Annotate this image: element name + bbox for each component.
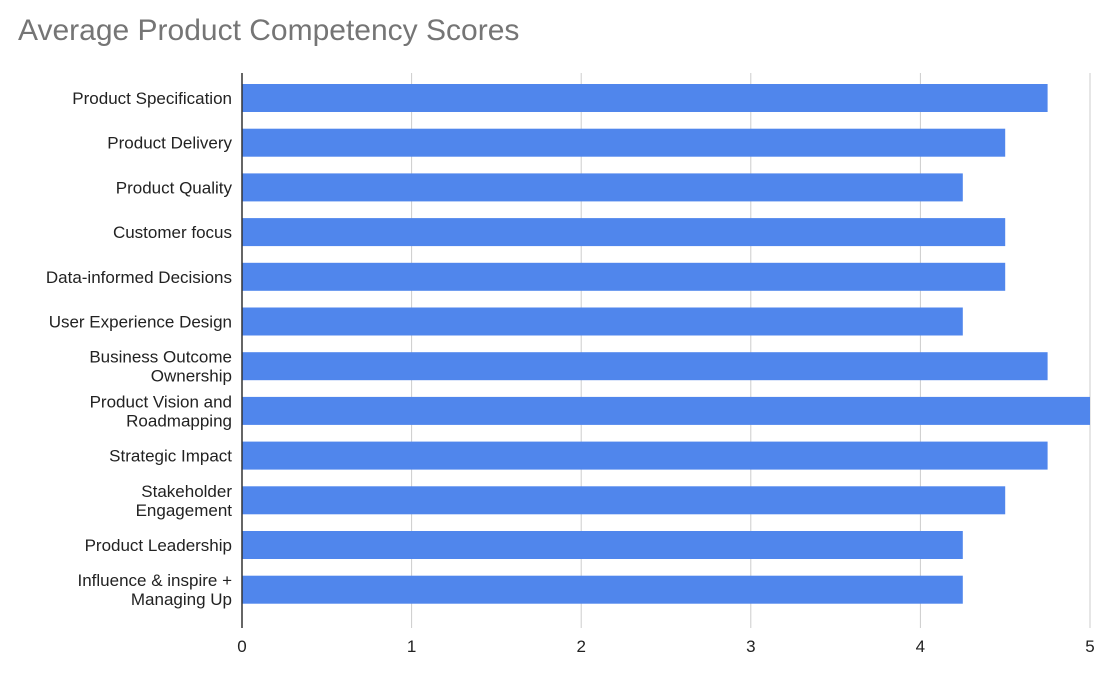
category-label: Strategic Impact	[109, 447, 232, 466]
x-tick-label: 3	[746, 637, 755, 656]
bar	[242, 352, 1048, 381]
bar	[242, 486, 1006, 515]
x-tick-label: 1	[407, 637, 416, 656]
category-label: Product Quality	[116, 178, 233, 197]
bar	[242, 173, 963, 202]
x-tick-label: 0	[237, 637, 246, 656]
bar-group	[242, 84, 1090, 604]
category-label: Product Delivery	[107, 134, 232, 153]
category-label: Influence & inspire +	[77, 571, 232, 590]
bar	[242, 531, 963, 559]
category-label: User Experience Design	[49, 313, 232, 332]
category-label: Stakeholder	[141, 482, 232, 501]
category-label: Engagement	[136, 501, 233, 520]
bar	[242, 307, 963, 336]
category-label: Product Specification	[72, 89, 232, 108]
bar	[242, 128, 1006, 157]
bar	[242, 84, 1048, 112]
category-label: Product Leadership	[85, 536, 232, 555]
chart-title: Average Product Competency Scores	[18, 14, 520, 47]
category-label: Ownership	[151, 367, 232, 386]
tick-labels: 0 1 2 3 4 5	[237, 637, 1094, 656]
bar	[242, 575, 963, 604]
category-label: Customer focus	[113, 223, 232, 242]
x-tick-label: 2	[576, 637, 585, 656]
bar	[242, 441, 1048, 470]
bar	[242, 262, 1006, 291]
category-label: Roadmapping	[126, 411, 232, 430]
category-label: Product Vision and	[90, 392, 232, 411]
category-labels: Product Specification Product Delivery Pro…	[46, 89, 233, 609]
bar	[242, 396, 1090, 425]
category-label: Data-informed Decisions	[46, 268, 232, 287]
x-tick-label: 4	[916, 637, 925, 656]
category-label: Business Outcome	[89, 348, 232, 367]
bar	[242, 218, 1006, 247]
x-tick-label: 5	[1085, 637, 1094, 656]
category-label: Managing Up	[131, 590, 232, 609]
